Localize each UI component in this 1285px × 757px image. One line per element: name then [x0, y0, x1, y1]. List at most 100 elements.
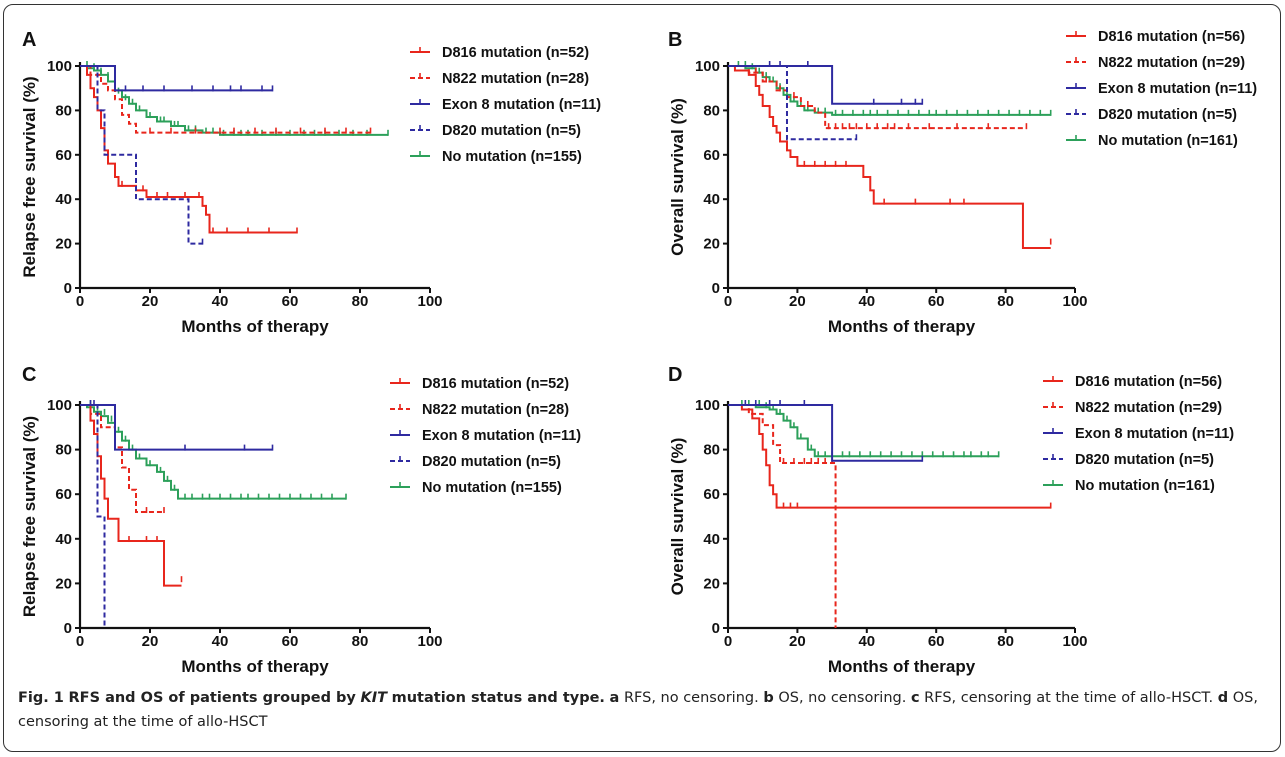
x-tick-label: 20 — [789, 633, 806, 650]
y-tick-label: 100 — [695, 397, 720, 414]
legend: D816 mutation (n=56) N822 mutation (n=29)… — [1066, 29, 1257, 149]
legend: D816 mutation (n=52) N822 mutation (n=28)… — [390, 376, 581, 496]
x-tick-label: 100 — [417, 633, 442, 650]
y-axis-title: Relapse free survival (%) — [20, 416, 39, 617]
y-tick-label: 100 — [47, 58, 72, 75]
legend: D816 mutation (n=56) N822 mutation (n=29)… — [1043, 374, 1234, 494]
panel-c: C 0 20 40 60 80 100 0 20 40 60 80 100 Months of thera… — [20, 364, 581, 676]
y-tick-label: 80 — [55, 442, 72, 459]
caption-a-text: RFS, no censoring. — [623, 690, 759, 706]
y-tick-label: 60 — [55, 486, 72, 503]
caption-b-text: OS, no censoring. — [778, 690, 907, 706]
legend-label: D816 mutation (n=56) — [1075, 374, 1222, 390]
caption-fig-label: Fig. 1 — [18, 690, 64, 706]
x-axis-title: Months of therapy — [828, 317, 976, 336]
km-curve — [728, 404, 1051, 509]
x-tick-label: 100 — [1062, 633, 1087, 650]
km-curve — [80, 65, 203, 245]
y-tick-label: 60 — [703, 147, 720, 164]
legend-label: D820 mutation (n=5) — [1098, 107, 1237, 123]
legend-label: N822 mutation (n=28) — [422, 402, 569, 418]
km-curve — [80, 65, 371, 134]
x-tick-label: 80 — [997, 633, 1014, 650]
x-axis-title: Months of therapy — [828, 657, 976, 676]
y-tick-label: 100 — [695, 58, 720, 75]
series-d820 — [80, 400, 106, 628]
x-tick-label: 40 — [858, 633, 875, 650]
x-tick-label: 80 — [352, 293, 369, 310]
legend-label: D816 mutation (n=52) — [422, 376, 569, 392]
y-tick-label: 40 — [55, 191, 72, 208]
km-curve — [80, 65, 297, 234]
caption-title-pre: RFS and OS of patients grouped by — [68, 690, 356, 706]
legend-label: N822 mutation (n=28) — [442, 71, 589, 87]
series-none — [728, 400, 1000, 458]
figure-caption: Fig. 1 RFS and OS of patients grouped by… — [18, 686, 1268, 734]
series-d820 — [80, 65, 204, 245]
series-none — [728, 61, 1052, 116]
legend-label: N822 mutation (n=29) — [1098, 55, 1245, 71]
panel-letter: C — [22, 364, 36, 386]
y-tick-label: 20 — [703, 575, 720, 592]
caption-title-gene: KIT — [360, 690, 388, 706]
y-tick-label: 20 — [703, 236, 720, 253]
x-tick-label: 0 — [724, 293, 732, 310]
panel-letter: D — [668, 364, 682, 386]
x-tick-label: 100 — [417, 293, 442, 310]
km-curve — [728, 404, 999, 458]
series-n822 — [728, 404, 837, 628]
km-curve — [728, 65, 1051, 250]
series-d816 — [728, 65, 1052, 250]
legend-label: No mutation (n=155) — [422, 480, 562, 496]
legend-label: No mutation (n=161) — [1075, 478, 1215, 494]
legend-label: D816 mutation (n=56) — [1098, 29, 1245, 45]
figure-svg: A 0 20 40 60 80 100 0 20 40 60 80 100 Months of thera… — [20, 29, 1257, 676]
series-n822 — [80, 65, 372, 134]
x-tick-label: 0 — [76, 633, 84, 650]
km-curve — [80, 404, 106, 628]
panel-letter: A — [22, 29, 36, 51]
y-tick-label: 40 — [55, 531, 72, 548]
y-tick-label: 80 — [703, 442, 720, 459]
x-tick-label: 60 — [928, 293, 945, 310]
axes — [78, 62, 430, 290]
y-tick-label: 0 — [712, 620, 720, 637]
x-tick-label: 40 — [212, 293, 229, 310]
legend-label: Exon 8 mutation (n=11) — [1075, 426, 1234, 442]
y-tick-label: 20 — [55, 236, 72, 253]
series-d816 — [728, 404, 1052, 509]
figure-frame — [3, 4, 1281, 752]
caption-title-post: mutation status and type. — [391, 690, 605, 706]
km-curve — [80, 404, 346, 500]
panel-a: A 0 20 40 60 80 100 0 20 40 60 80 100 Months of thera… — [20, 29, 601, 336]
caption-d-label: d — [1217, 690, 1229, 706]
series-d820 — [728, 65, 858, 141]
km-curve — [80, 65, 388, 136]
km-curve — [80, 404, 164, 514]
y-axis-title: Overall survival (%) — [668, 98, 687, 256]
legend-label: D820 mutation (n=5) — [1075, 452, 1214, 468]
panel-d: D 0 20 40 60 80 100 0 20 40 60 80 100 Months of thera… — [668, 364, 1234, 676]
y-axis-title: Overall survival (%) — [668, 438, 687, 596]
axes — [78, 401, 430, 630]
y-tick-label: 80 — [55, 102, 72, 119]
series-exon8 — [80, 400, 274, 451]
x-tick-label: 40 — [212, 633, 229, 650]
x-tick-label: 60 — [282, 293, 299, 310]
legend-label: D820 mutation (n=5) — [442, 123, 581, 139]
legend-label: D816 mutation (n=52) — [442, 45, 589, 61]
y-tick-label: 0 — [712, 280, 720, 297]
legend-label: N822 mutation (n=29) — [1075, 400, 1222, 416]
x-tick-label: 20 — [789, 293, 806, 310]
x-axis-title: Months of therapy — [181, 657, 329, 676]
x-tick-label: 20 — [142, 633, 159, 650]
y-axis-title: Relapse free survival (%) — [20, 76, 39, 277]
x-tick-label: 80 — [352, 633, 369, 650]
x-tick-label: 60 — [928, 633, 945, 650]
y-tick-label: 60 — [55, 147, 72, 164]
series-n822 — [728, 65, 1028, 130]
panel-letter: B — [668, 29, 682, 51]
x-tick-label: 40 — [858, 293, 875, 310]
legend-label: D820 mutation (n=5) — [422, 454, 561, 470]
y-tick-label: 20 — [55, 575, 72, 592]
